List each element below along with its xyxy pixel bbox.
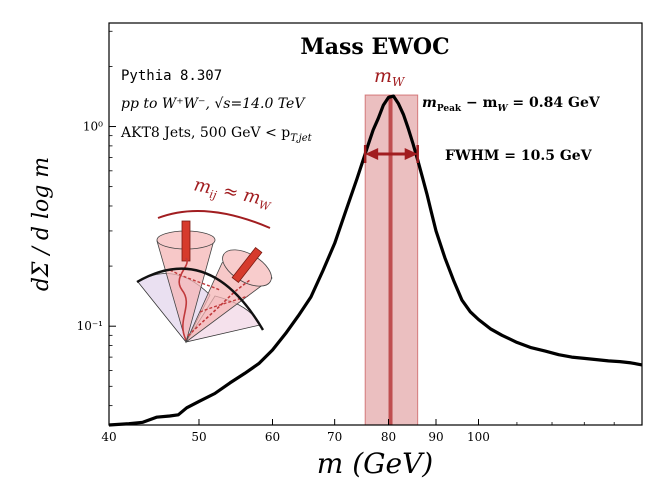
jets-label: AKT8 Jets, 500 GeV < pT,jet <box>120 125 313 144</box>
x-tick-label: 80 <box>381 430 396 444</box>
y-axis-ticks: 10⁻¹ 10⁰ <box>77 30 116 407</box>
diagram-label: mij ≈ mW <box>192 174 276 213</box>
plot-frame <box>108 22 643 426</box>
x-tick-label: 40 <box>101 430 116 444</box>
fwhm-arrow <box>363 145 419 163</box>
y-tick-label: 10⁻¹ <box>77 319 103 333</box>
x-tick-label: 100 <box>467 430 490 444</box>
x-axis-ticks: 40 50 60 70 80 90 100 <box>101 419 643 444</box>
x-tick-label: 60 <box>265 430 280 444</box>
fwhm-label: FWHM = 10.5 GeV <box>445 148 593 164</box>
y-axis-label: dΣ / d log m <box>29 157 54 291</box>
x-tick-label: 70 <box>327 430 342 444</box>
chart-title: Mass EWOC <box>300 34 449 60</box>
diagram-arc-red <box>157 209 271 229</box>
x-axis-label: m (GeV) <box>317 447 433 480</box>
generator-label: Pythia 8.307 <box>121 68 222 84</box>
x-tick-label: 90 <box>428 430 443 444</box>
peak-label: mW <box>374 65 406 89</box>
diagram-arc-black <box>136 267 265 331</box>
process-label: pp to W⁺W⁻, √s=14.0 TeV <box>121 96 306 112</box>
series-line <box>108 94 643 427</box>
y-tick-label: 10⁰ <box>83 120 103 134</box>
jet-diagram-illustration: mij ≈ mW <box>136 174 276 344</box>
x-tick-label: 50 <box>191 430 206 444</box>
peak-offset-label: mPeak − mW = 0.84 GeV <box>422 95 601 114</box>
